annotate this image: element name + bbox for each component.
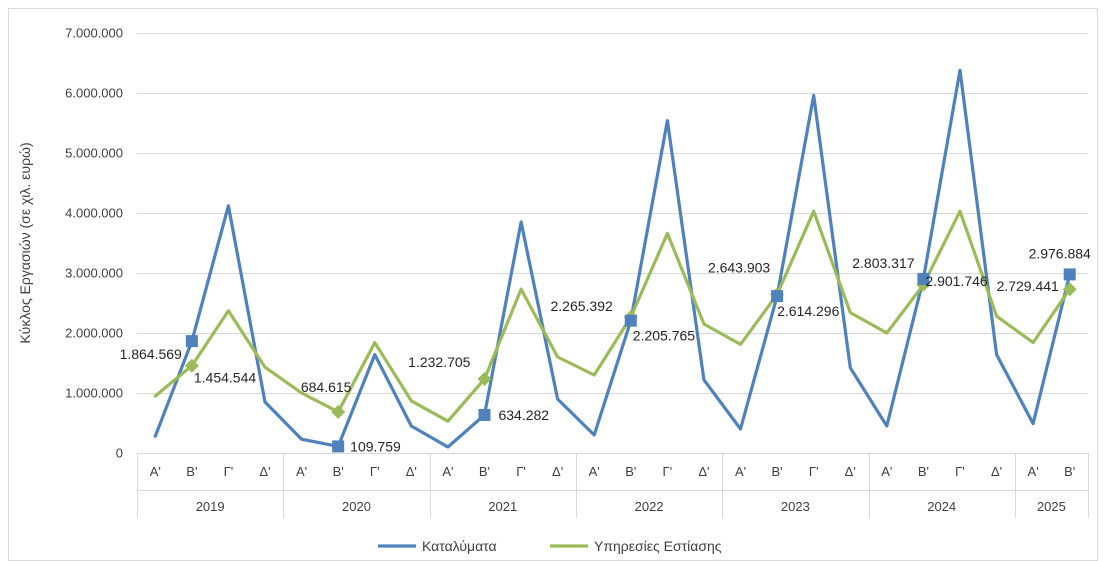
x-tick-label: Β': [186, 464, 197, 479]
marker-square: [332, 440, 345, 453]
x-tick-label: Δ': [698, 464, 709, 479]
marker-square: [917, 272, 930, 285]
x-tick-label: Γ': [955, 464, 965, 479]
legend-label: Καταλύματα: [422, 538, 497, 554]
x-tick-label: Β': [625, 464, 636, 479]
data-label: 2.976.884: [1029, 245, 1091, 261]
marker-diamond: [331, 404, 346, 419]
x-tick-label: Β': [918, 464, 929, 479]
data-label: 2.205.765: [633, 328, 695, 344]
marker-square: [478, 408, 491, 421]
data-label: 1.864.569: [120, 346, 182, 362]
y-tick-label: 4.000.000: [65, 206, 123, 221]
series-line-food-services: [153, 209, 1072, 423]
data-label: 634.282: [498, 407, 549, 423]
year-label: 2021: [488, 499, 517, 514]
marker-diamond: [184, 358, 199, 373]
series-lines: [153, 68, 1077, 453]
y-tick-label: 2.000.000: [65, 326, 123, 341]
x-tick-label: Γ': [224, 464, 234, 479]
series-line-accommodation: [153, 68, 1072, 449]
year-label: 2019: [196, 499, 225, 514]
data-label: 2.265.392: [550, 298, 612, 314]
marker-diamond: [1062, 282, 1077, 297]
x-tick-label: Β': [1064, 464, 1075, 479]
x-tick-label: Α': [150, 464, 161, 479]
y-axis-title: Κύκλος Εργασιών (σε χιλ. ευρώ): [17, 142, 33, 343]
year-label: 2023: [781, 499, 810, 514]
data-label: 684.615: [301, 379, 352, 395]
y-tick-label: 1.000.000: [65, 386, 123, 401]
data-labels: 1.864.569 1.454.544 684.615 109.759 1.232.70…: [120, 245, 1091, 454]
year-label: 2025: [1037, 499, 1066, 514]
legend: Καταλύματα Υπηρεσίες Εστίασης: [378, 538, 722, 554]
x-tick-label: Β': [479, 464, 490, 479]
y-tick-label: 3.000.000: [65, 266, 123, 281]
data-label: 2.803.317: [852, 255, 914, 271]
x-tick-label: Δ': [406, 464, 417, 479]
year-label: 2022: [635, 499, 664, 514]
data-label: 2.901.746: [925, 273, 987, 289]
marker-square: [1063, 268, 1076, 281]
data-label: 2.729.441: [997, 278, 1059, 294]
year-label: 2020: [342, 499, 371, 514]
x-tick-label: Δ': [552, 464, 563, 479]
x-tick-label: Β': [772, 464, 783, 479]
year-label: 2024: [927, 499, 956, 514]
data-label: 1.454.544: [194, 370, 256, 386]
x-tick-label: Γ': [516, 464, 526, 479]
axes: 0 1.000.000 2.000.000 3.000.000 4.000.000 5.0…: [17, 26, 1089, 518]
x-tick-label: Α': [735, 464, 746, 479]
data-label: 2.643.903: [708, 259, 770, 275]
marker-square: [624, 314, 637, 327]
x-tick-label: Γ': [370, 464, 380, 479]
x-tick-label: Α': [881, 464, 892, 479]
y-tick-label: 0: [116, 446, 123, 461]
y-tick-label: 6.000.000: [65, 86, 123, 101]
x-tick-label: Α': [1028, 464, 1039, 479]
chart-border: [8, 8, 1098, 561]
x-tick-label: Β': [333, 464, 344, 479]
x-tick-label: Γ': [663, 464, 673, 479]
x-tick-label: Δ': [845, 464, 856, 479]
marker-diamond: [477, 372, 492, 387]
grid-lines: [137, 33, 1088, 394]
x-tick-label: Α': [296, 464, 307, 479]
x-tick-label: Γ': [809, 464, 819, 479]
x-tick-label: Α': [442, 464, 453, 479]
x-tick-label: Δ': [991, 464, 1002, 479]
y-tick-label: 5.000.000: [65, 146, 123, 161]
legend-label: Υπηρεσίες Εστίασης: [594, 538, 722, 554]
data-label: 109.759: [350, 438, 401, 454]
data-label: 1.232.705: [408, 354, 470, 370]
data-label: 2.614.296: [777, 303, 839, 319]
y-tick-label: 7.000.000: [65, 26, 123, 41]
x-tick-label: Δ': [259, 464, 270, 479]
marker-square: [185, 335, 198, 348]
marker-square: [771, 290, 784, 303]
x-tick-label: Α': [589, 464, 600, 479]
